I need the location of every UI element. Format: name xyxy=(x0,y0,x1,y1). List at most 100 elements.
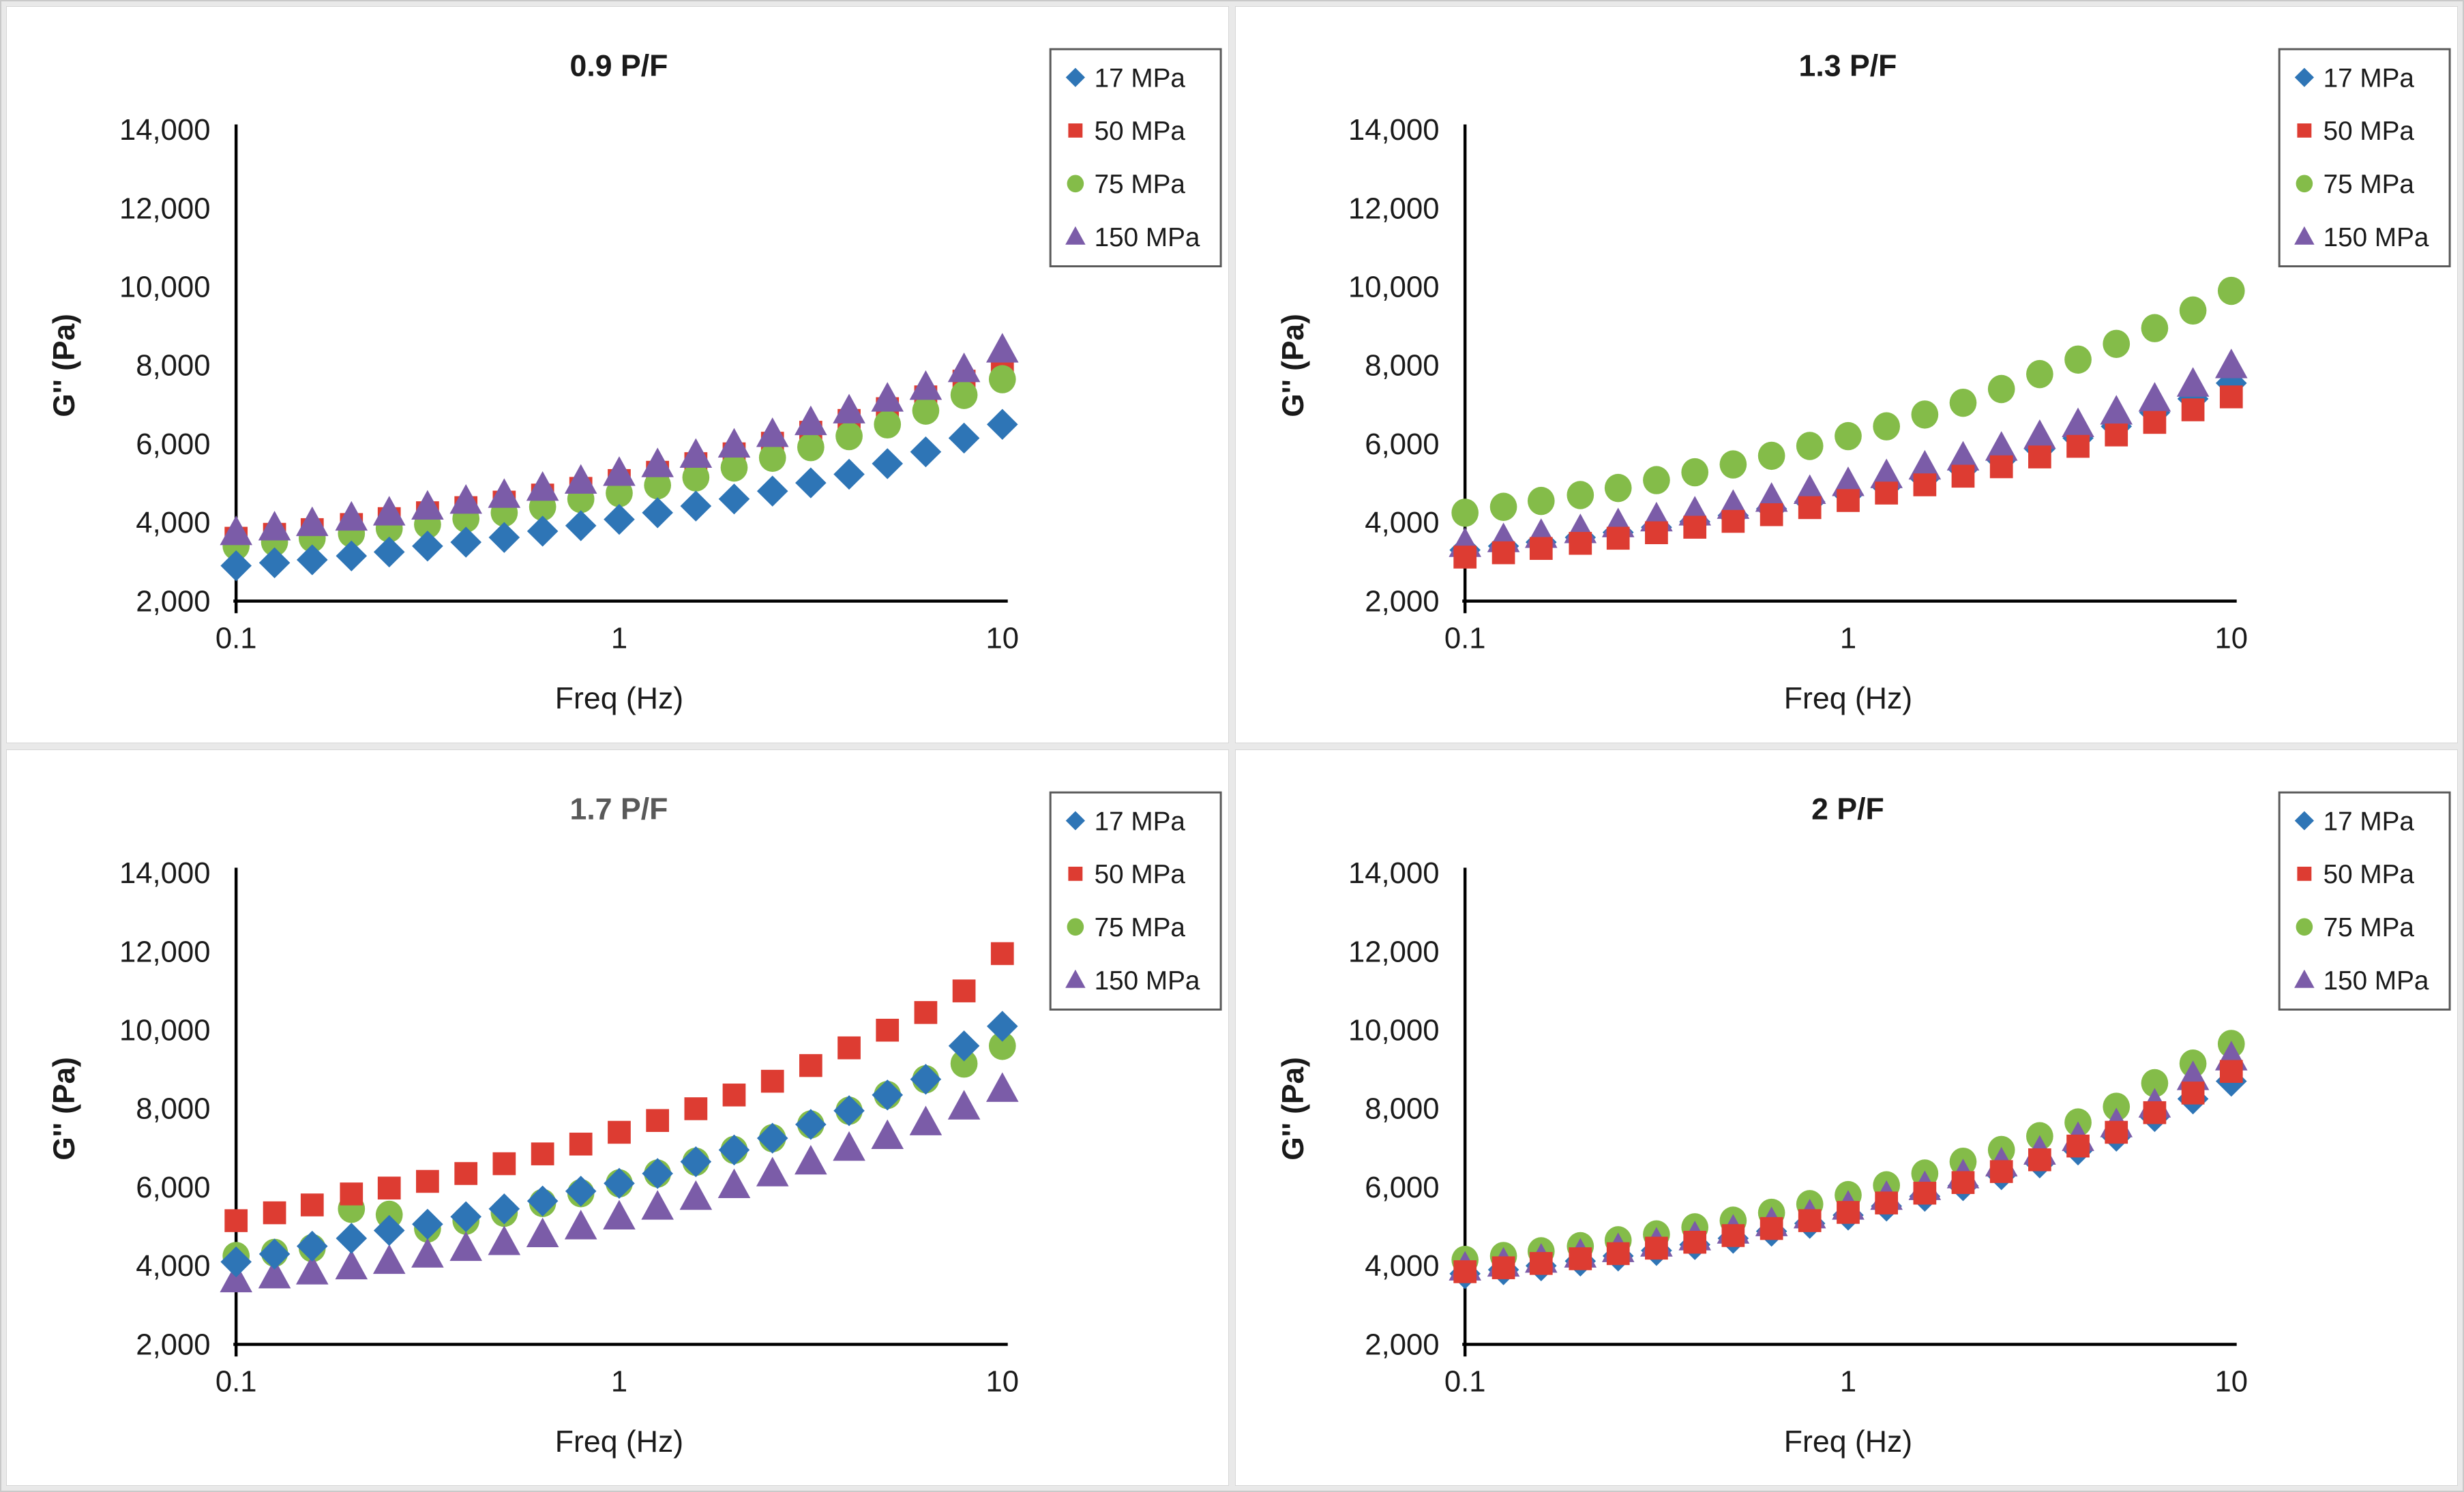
triangle-marker xyxy=(717,428,751,458)
diamond-marker xyxy=(872,1079,904,1110)
chart-panel-1-7-pf: 2,000 4,000 6,000 8,000 10,000 12,000 14,000 0.… xyxy=(6,749,1229,1486)
circle-marker xyxy=(874,410,902,439)
square-marker xyxy=(2143,1101,2167,1124)
diamond-marker xyxy=(412,1208,443,1240)
triangle-marker xyxy=(756,1156,789,1187)
diamond-marker xyxy=(1065,68,1086,87)
y-tick-label: 2,000 xyxy=(136,585,210,618)
diamond-marker xyxy=(258,547,291,579)
circle-marker xyxy=(950,381,978,409)
legend-label: 50 MPa xyxy=(1095,117,1186,146)
triangle-marker xyxy=(258,511,291,541)
y-tick-label: 8,000 xyxy=(136,350,210,383)
triangle-marker xyxy=(411,490,444,520)
x-tick-label: 1 xyxy=(611,623,627,655)
square-marker xyxy=(2219,385,2243,408)
triangle-marker xyxy=(1908,449,1942,480)
diamond-marker xyxy=(2294,810,2315,831)
triangle-marker xyxy=(449,483,482,514)
circle-marker xyxy=(1796,432,1824,460)
circle-marker xyxy=(2217,276,2245,305)
circle-marker xyxy=(988,1031,1016,1060)
square-marker xyxy=(1837,1200,1860,1224)
square-marker xyxy=(1683,516,1707,539)
x-tick-labels: 0.1 1 10 xyxy=(1444,1365,2248,1398)
diamond-marker xyxy=(258,1238,291,1270)
square-marker xyxy=(1491,1255,1515,1279)
triangle-marker xyxy=(564,464,597,494)
x-tick-label: 1 xyxy=(611,1365,627,1398)
y-tick-label: 14,000 xyxy=(119,857,210,890)
triangle-marker xyxy=(1065,969,1086,988)
diamond-marker xyxy=(718,483,750,515)
square-marker xyxy=(2181,1081,2205,1105)
circle-marker xyxy=(950,1049,978,1077)
triangle-marker xyxy=(717,1168,751,1198)
x-tick-label: 10 xyxy=(2215,1365,2248,1398)
square-marker xyxy=(1721,509,1745,533)
x-tick-label: 0.1 xyxy=(216,623,257,655)
chart-1-7-pf: 2,000 4,000 6,000 8,000 10,000 12,000 14,000 0.… xyxy=(48,791,1222,1459)
circle-marker xyxy=(2103,1092,2131,1121)
triangle-marker xyxy=(756,417,789,447)
square-marker xyxy=(684,1096,708,1120)
series-75-mpa xyxy=(1451,1029,2245,1274)
chart-panel-2-pf: 2,000 4,000 6,000 8,000 10,000 12,000 14,000 0.… xyxy=(1235,749,2458,1486)
square-marker xyxy=(1453,546,1477,569)
triangle-marker xyxy=(372,1244,406,1274)
square-marker xyxy=(569,1132,593,1156)
triangle-marker xyxy=(295,506,329,537)
series-50-mpa xyxy=(224,942,1014,1232)
y-tick-label: 2,000 xyxy=(1365,1328,1439,1361)
x-tick-label: 0.1 xyxy=(1444,623,1486,655)
square-marker xyxy=(1683,1230,1707,1254)
plot-area xyxy=(1449,1029,2248,1289)
triangle-marker xyxy=(947,1089,981,1120)
legend-label: 150 MPa xyxy=(2324,966,2429,996)
square-marker xyxy=(1606,526,1630,550)
chart-title: 2 P/F xyxy=(1811,792,1884,826)
y-axis-title: G'' (Pa) xyxy=(48,1057,81,1161)
y-tick-label: 14,000 xyxy=(1348,114,1439,147)
triangle-marker xyxy=(1946,441,1980,471)
y-tick-label: 14,000 xyxy=(119,114,210,147)
series-75-mpa xyxy=(1451,276,2245,527)
square-marker xyxy=(1645,1236,1668,1259)
chart-title: 1.7 P/F xyxy=(570,792,668,826)
square-marker xyxy=(914,1000,938,1024)
x-axis-title: Freq (Hz) xyxy=(555,682,683,715)
triangle-marker xyxy=(795,1144,827,1174)
circle-marker xyxy=(1067,917,1084,936)
circle-marker xyxy=(1489,492,1517,521)
y-tick-label: 12,000 xyxy=(119,192,210,225)
chart-panel-1-3-pf: 2,000 4,000 6,000 8,000 10,000 12,000 14,000 0.… xyxy=(1235,6,2458,743)
circle-marker xyxy=(2103,329,2131,358)
y-tick-label: 6,000 xyxy=(1365,428,1439,461)
series-75-mpa xyxy=(222,365,1016,561)
square-marker xyxy=(646,1108,670,1132)
circle-marker xyxy=(1987,374,2015,404)
legend-label: 50 MPa xyxy=(1095,860,1186,889)
series-17-mpa xyxy=(220,1010,1018,1277)
square-marker xyxy=(1989,455,2013,479)
circle-marker xyxy=(1873,412,1901,441)
x-tick-labels: 0.1 1 10 xyxy=(216,1365,1019,1398)
triangle-marker xyxy=(833,1131,865,1161)
diamond-marker xyxy=(833,1094,865,1126)
circle-marker xyxy=(1757,441,1785,471)
x-tick-label: 10 xyxy=(986,623,1020,655)
diamond-marker xyxy=(220,550,252,582)
circle-marker xyxy=(2064,345,2092,374)
legend-label: 75 MPa xyxy=(2324,913,2415,942)
y-tick-label: 12,000 xyxy=(119,936,210,968)
triangle-marker xyxy=(833,393,865,423)
triangle-marker xyxy=(335,501,368,531)
y-tick-label: 8,000 xyxy=(1365,1092,1439,1125)
chart-panel-0-9-pf: 2,000 4,000 6,000 8,000 10,000 12,000 14,000 0.… xyxy=(6,6,1229,743)
diamond-marker xyxy=(1065,810,1086,831)
diamond-marker xyxy=(756,1122,788,1154)
diamond-marker xyxy=(336,1222,368,1254)
square-marker xyxy=(1606,1242,1630,1265)
triangle-marker xyxy=(411,1238,444,1268)
